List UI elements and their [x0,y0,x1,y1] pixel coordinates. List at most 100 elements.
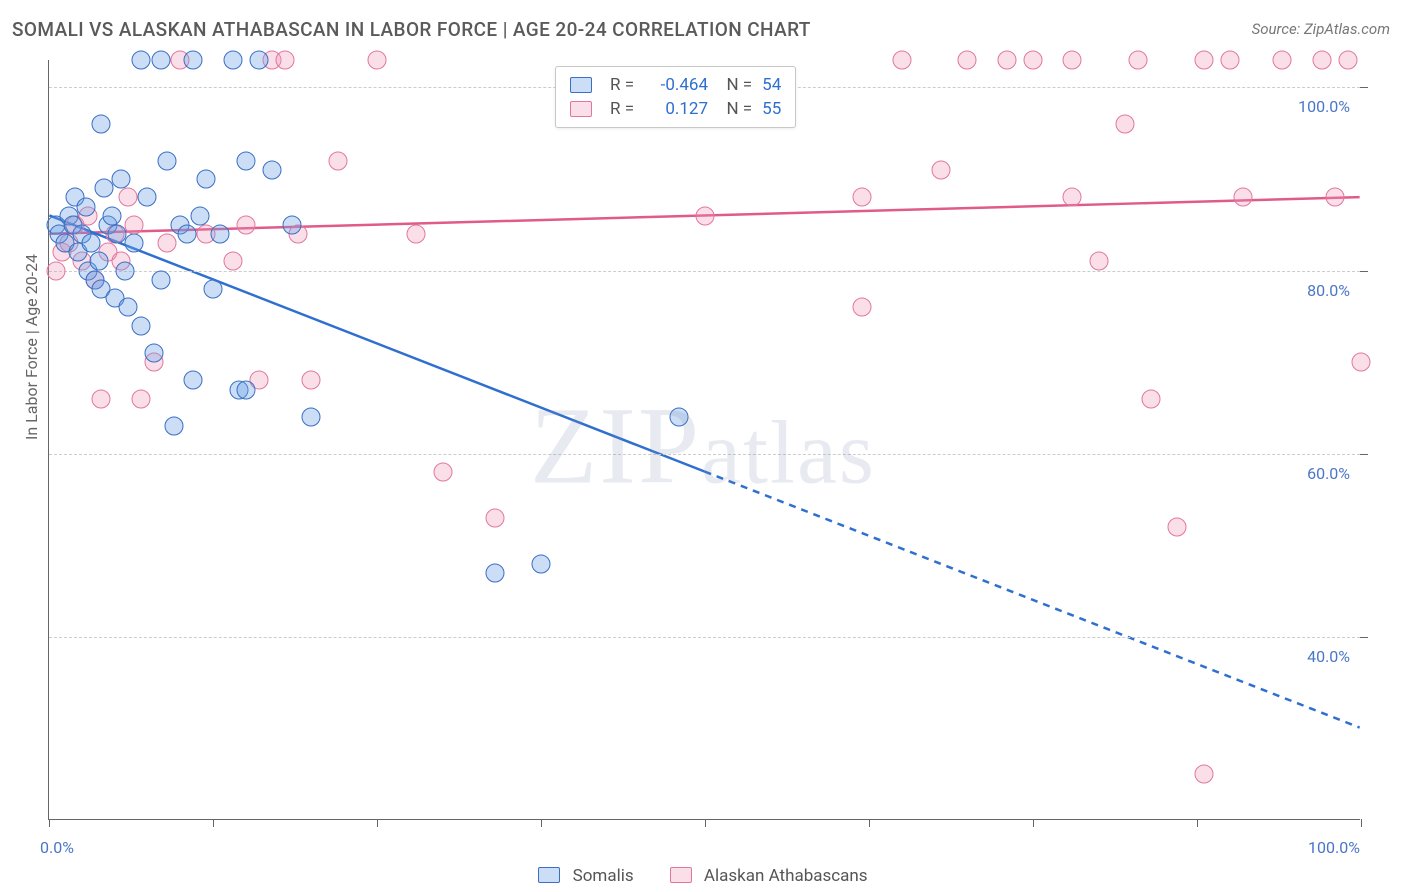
scatter-point-blue [184,51,203,70]
y-axis-label: In Labor Force | Age 20-24 [22,254,41,440]
scatter-point-blue [184,371,203,390]
gridline [49,637,1360,638]
scatter-point-pink [1194,765,1213,784]
scatter-point-blue [532,554,551,573]
scatter-point-pink [1194,51,1213,70]
scatter-point-pink [1352,353,1371,372]
scatter-point-blue [177,224,196,243]
scatter-point-pink [1024,51,1043,70]
scatter-point-blue [236,151,255,170]
y-tick-label: 40.0% [1307,647,1350,666]
scatter-point-blue [158,151,177,170]
scatter-point-pink [997,51,1016,70]
scatter-point-pink [276,51,295,70]
scatter-point-pink [158,234,177,253]
r-label: R = [610,75,634,95]
swatch-blue [538,867,560,883]
scatter-point-blue [102,206,121,225]
scatter-point-pink [486,508,505,527]
scatter-point-pink [1115,115,1134,134]
y-tick-label: 80.0% [1307,281,1350,300]
scatter-point-pink [1220,51,1239,70]
scatter-point-blue [76,197,95,216]
scatter-point-pink [1142,389,1161,408]
swatch-pink [570,101,592,117]
scatter-point-blue [210,224,229,243]
n-label: N = [718,75,752,95]
scatter-point-pink [892,51,911,70]
legend-bottom: Somalis Alaskan Athabascans [0,866,1406,886]
scatter-point-blue [282,215,301,234]
scatter-point-blue [263,160,282,179]
scatter-point-pink [368,51,387,70]
legend-item-athabascans: Alaskan Athabascans [670,866,868,886]
correlation-stats-box: R = -0.464 N = 54 R = 0.127 N = 55 [555,66,796,128]
scatter-point-blue [108,224,127,243]
source-attribution: Source: ZipAtlas.com [1252,20,1390,38]
n-value-blue: 54 [762,75,781,95]
scatter-point-pink [1063,188,1082,207]
stats-row-athabascans: R = 0.127 N = 55 [570,97,781,121]
scatter-point-pink [302,371,321,390]
scatter-point-blue [151,51,170,70]
scatter-point-blue [89,252,108,271]
scatter-point-pink [92,389,111,408]
scatter-point-blue [249,51,268,70]
scatter-point-pink [223,252,242,271]
scatter-point-blue [151,270,170,289]
scatter-point-pink [932,160,951,179]
scatter-point-blue [81,234,100,253]
scatter-point-blue [223,51,242,70]
scatter-point-pink [696,206,715,225]
trend-lines-layer [49,60,1360,819]
scatter-point-blue [116,261,135,280]
gridline [49,454,1360,455]
scatter-point-pink [1063,51,1082,70]
scatter-point-blue [118,298,137,317]
scatter-point-blue [164,417,183,436]
scatter-point-pink [1338,51,1357,70]
scatter-point-pink [1089,252,1108,271]
scatter-point-pink [433,463,452,482]
chart-plot-area: 40.0%60.0%80.0%100.0% [48,60,1360,820]
scatter-point-pink [131,389,150,408]
scatter-point-blue [197,170,216,189]
swatch-blue [570,77,592,93]
chart-title: SOMALI VS ALASKAN ATHABASCAN IN LABOR FO… [12,18,811,41]
scatter-point-blue [302,408,321,427]
y-tick-label: 60.0% [1307,464,1350,483]
scatter-point-pink [407,224,426,243]
scatter-point-pink [1273,51,1292,70]
scatter-point-blue [138,188,157,207]
scatter-point-blue [486,563,505,582]
scatter-point-blue [669,408,688,427]
trend-line [49,215,704,471]
scatter-point-pink [853,298,872,317]
scatter-point-pink [1312,51,1331,70]
n-value-pink: 55 [762,99,781,119]
scatter-point-pink [1168,517,1187,536]
scatter-point-blue [112,170,131,189]
legend-label-athabascans: Alaskan Athabascans [704,866,868,886]
swatch-pink [670,867,692,883]
scatter-point-blue [131,316,150,335]
scatter-point-blue [144,344,163,363]
r-label: R = [610,99,634,119]
scatter-point-pink [1233,188,1252,207]
x-tick-label: 0.0% [40,838,74,857]
scatter-point-pink [1128,51,1147,70]
scatter-point-pink [236,215,255,234]
scatter-point-blue [236,380,255,399]
r-value-pink: 0.127 [644,99,708,119]
x-tick-label: 100.0% [1308,838,1360,857]
scatter-point-blue [131,51,150,70]
trend-line [705,472,1360,728]
scatter-point-pink [46,261,65,280]
scatter-point-blue [190,206,209,225]
stats-row-somalis: R = -0.464 N = 54 [570,73,781,97]
scatter-point-blue [204,279,223,298]
n-label: N = [718,99,752,119]
scatter-point-pink [125,215,144,234]
scatter-point-pink [118,188,137,207]
scatter-point-pink [958,51,977,70]
